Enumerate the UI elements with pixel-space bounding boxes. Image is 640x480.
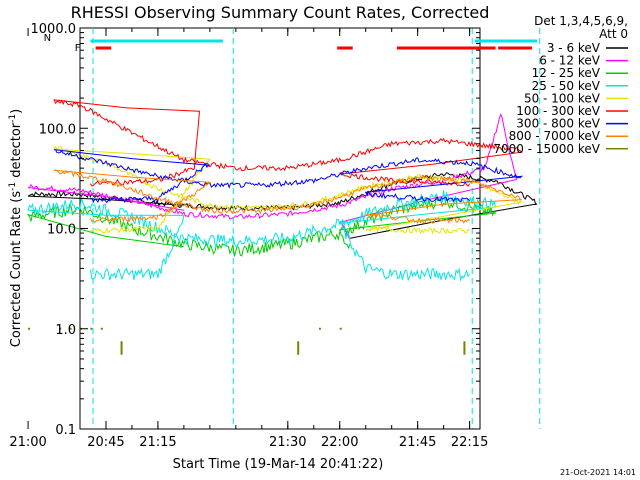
legend-header-line-1: Det 1,3,4,5,6,9, bbox=[534, 14, 628, 28]
hi-energy-point bbox=[318, 327, 321, 330]
hi-energy-point bbox=[100, 327, 103, 330]
series-line-4 bbox=[53, 145, 523, 235]
legend-entry-label: 7000 - 15000 keV bbox=[493, 142, 600, 156]
hi-energy-point bbox=[339, 327, 342, 330]
legend-entry-label: 12 - 25 keV bbox=[532, 66, 601, 80]
x-tick-label: 21:30 bbox=[269, 435, 306, 450]
x-tick-label: 21:45 bbox=[399, 435, 436, 450]
x-tick-label: 22:00 bbox=[321, 435, 358, 450]
legend-entry-label: 50 - 100 keV bbox=[524, 91, 601, 105]
timestamp: 21-Oct-2021 14:01 bbox=[560, 468, 636, 477]
series-line-3 bbox=[27, 190, 497, 282]
y-tick-label: 0.1 bbox=[55, 423, 76, 438]
y-tick-label: 100.0 bbox=[39, 122, 76, 137]
series-line-2 bbox=[26, 196, 497, 257]
legend-entry-label: 3 - 6 keV bbox=[547, 41, 601, 55]
legend-entry-label: 300 - 800 keV bbox=[516, 117, 600, 131]
flare-flag-label: F bbox=[75, 43, 81, 54]
chart-title: RHESSI Observing Summary Count Rates, Co… bbox=[71, 3, 490, 22]
legend-entry-label: 25 - 50 keV bbox=[532, 79, 601, 93]
y-tick-label: 1000.0 bbox=[31, 22, 77, 37]
hi-energy-point bbox=[90, 327, 93, 330]
y-tick-label: 10.0 bbox=[47, 223, 76, 238]
x-axis-label: Start Time (19-Mar-14 20:41:22) bbox=[173, 457, 384, 472]
night-flag-label: N bbox=[44, 33, 51, 44]
x-tick-label: 20:45 bbox=[87, 435, 124, 450]
series-line-7 bbox=[53, 169, 522, 224]
x-tick-label: 22:15 bbox=[451, 435, 488, 450]
x-tick-label: 21:15 bbox=[139, 435, 176, 450]
series-line-1 bbox=[27, 112, 518, 239]
y-tick-label: 1.0 bbox=[55, 323, 76, 338]
y-axis-label-sup-2: -1 bbox=[8, 114, 18, 123]
series-line-5 bbox=[53, 99, 523, 187]
legend-entry-label: 800 - 7000 keV bbox=[509, 129, 601, 143]
legend-entry-label: 6 - 12 keV bbox=[539, 54, 601, 68]
x-tick-label: 21:00 bbox=[9, 435, 46, 450]
legend-header-line-2: Att 0 bbox=[599, 27, 628, 41]
legend-entry-label: 100 - 300 keV bbox=[516, 104, 600, 118]
hi-energy-point bbox=[59, 327, 62, 330]
hi-energy-point bbox=[69, 327, 72, 330]
y-axis-label-sup-1: -1 bbox=[8, 182, 18, 191]
series-line-6 bbox=[53, 149, 524, 204]
hi-energy-point bbox=[28, 327, 31, 330]
y-axis-label: Corrected Count Rate (s-1 detector-1) bbox=[8, 109, 24, 347]
